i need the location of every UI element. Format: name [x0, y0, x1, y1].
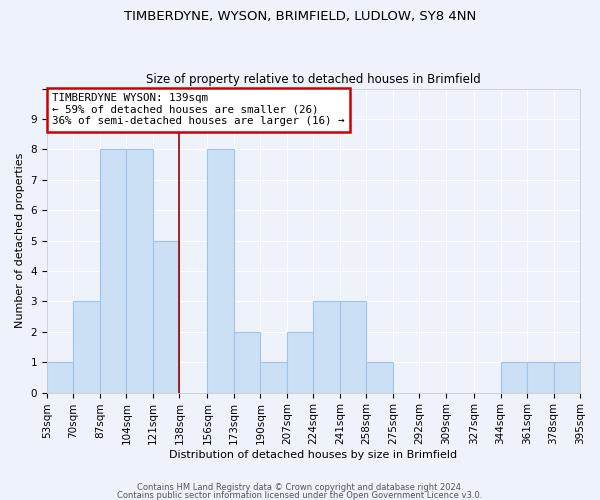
Bar [153, 240, 179, 392]
Bar [313, 302, 340, 392]
Bar [127, 150, 153, 392]
Bar [100, 150, 127, 392]
Text: Contains HM Land Registry data © Crown copyright and database right 2024.: Contains HM Land Registry data © Crown c… [137, 484, 463, 492]
Text: Contains public sector information licensed under the Open Government Licence v3: Contains public sector information licen… [118, 491, 482, 500]
Text: TIMBERDYNE, WYSON, BRIMFIELD, LUDLOW, SY8 4NN: TIMBERDYNE, WYSON, BRIMFIELD, LUDLOW, SY… [124, 10, 476, 23]
Y-axis label: Number of detached properties: Number of detached properties [15, 153, 25, 328]
Bar [234, 332, 260, 392]
Bar [554, 362, 580, 392]
Text: TIMBERDYNE WYSON: 139sqm
← 59% of detached houses are smaller (26)
36% of semi-d: TIMBERDYNE WYSON: 139sqm ← 59% of detach… [52, 93, 345, 126]
Bar [287, 332, 313, 392]
Bar [367, 362, 393, 392]
Title: Size of property relative to detached houses in Brimfield: Size of property relative to detached ho… [146, 73, 481, 86]
Bar [208, 150, 234, 392]
X-axis label: Distribution of detached houses by size in Brimfield: Distribution of detached houses by size … [169, 450, 458, 460]
Bar [47, 362, 73, 392]
Bar [340, 302, 367, 392]
Bar [260, 362, 287, 392]
Bar [500, 362, 527, 392]
Bar [73, 302, 100, 392]
Bar [527, 362, 554, 392]
